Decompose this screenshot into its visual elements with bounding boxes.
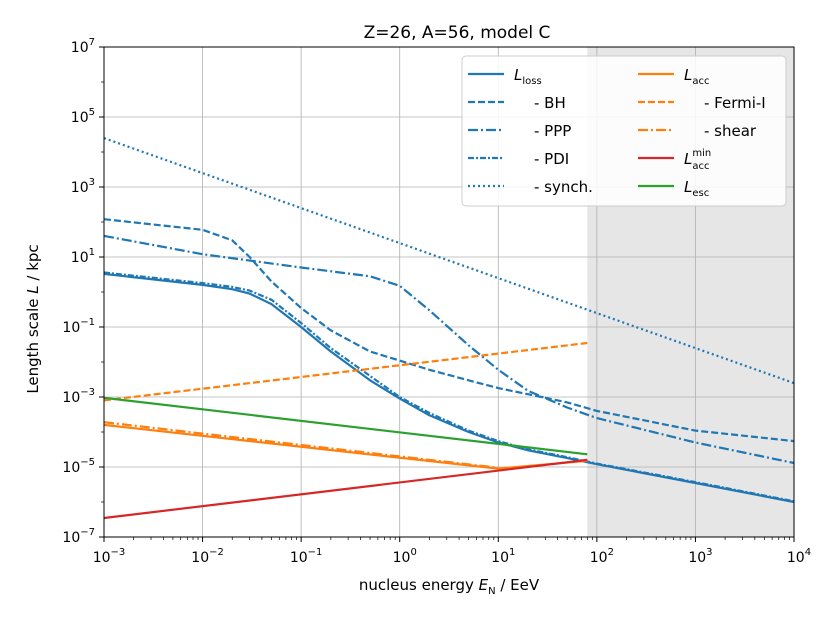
x-tick-label-exponent: 3: [706, 547, 712, 558]
x-tick-label: 104: [787, 547, 811, 566]
x-axis-label-var: E: [479, 576, 489, 594]
x-tick-label: 10−3: [93, 547, 126, 566]
x-tick-label: 10−2: [191, 547, 224, 566]
legend-label-sup: min: [692, 148, 711, 159]
y-tick-label-base: 10: [71, 250, 89, 266]
y-tick-label: 107: [71, 37, 95, 56]
y-axis-label: Length scale L / kpc: [24, 244, 42, 393]
x-axis-label-sub: N: [488, 586, 495, 597]
x-tick-label: 100: [393, 547, 417, 566]
legend-label-var: L: [684, 178, 692, 196]
x-tick-label-exponent: 1: [509, 547, 515, 558]
series-line-ppp: [103, 234, 795, 465]
legend-label-acc: Lacc: [684, 66, 709, 87]
y-tick-label-exponent: 5: [89, 107, 95, 118]
x-tick-label-exponent: 0: [410, 547, 416, 558]
legend-label-sub: loss: [522, 76, 541, 87]
y-tick-label: 10−1: [62, 317, 95, 336]
y-tick-label-exponent: 7: [89, 37, 95, 48]
legend-label-sub: acc: [692, 76, 709, 87]
y-tick-label-exponent: −7: [80, 527, 95, 538]
series-line-bh: [103, 218, 795, 443]
x-tick-label-exponent: −1: [308, 547, 323, 558]
series-line-esc: [103, 396, 588, 456]
x-tick-label: 101: [491, 547, 515, 566]
x-tick-label: 102: [590, 547, 614, 566]
x-tick-label-base: 10: [93, 550, 111, 566]
x-tick-label-base: 10: [688, 550, 706, 566]
legend-label-ppp: - PPP: [534, 122, 571, 140]
y-tick-label-base: 10: [71, 180, 89, 196]
legend-label-esc: Lesc: [684, 178, 709, 199]
y-tick-label-base: 10: [71, 40, 89, 56]
series-line-pdi: [103, 271, 795, 503]
legend-label-fermi: - Fermi-I: [704, 94, 766, 112]
x-axis-label: nucleus energy EN / EeV: [359, 576, 540, 597]
x-tick-label-base: 10: [290, 550, 308, 566]
legend-label-sub: esc: [692, 188, 709, 199]
x-axis-label-prefix: nucleus energy: [359, 576, 479, 594]
x-tick-label-exponent: 2: [608, 547, 614, 558]
legend-label-pdi: - PDI: [534, 150, 569, 168]
y-tick-label: 10−5: [62, 457, 95, 476]
x-tick-label: 10−1: [290, 547, 323, 566]
y-tick-label-base: 10: [62, 460, 80, 476]
legend-label-var: L: [684, 66, 692, 84]
chart-title: Z=26, A=56, model C: [364, 23, 551, 43]
x-tick-label-base: 10: [787, 550, 805, 566]
legend-label-synch: - synch.: [534, 178, 593, 196]
x-tick-label-base: 10: [590, 550, 608, 566]
x-tick-label-base: 10: [393, 550, 411, 566]
series-line-accmin: [103, 458, 588, 520]
y-tick-label: 101: [71, 247, 95, 266]
x-tick-label-exponent: −2: [209, 547, 224, 558]
y-tick-label-base: 10: [62, 320, 80, 336]
y-tick-label-base: 10: [71, 110, 89, 126]
y-tick-label-base: 10: [62, 530, 80, 546]
legend-box: [461, 55, 787, 207]
legend: Lloss - BH - PPP - PDI - synch. Lacc - Fermi-I…: [461, 55, 787, 207]
y-tick-label: 10−3: [62, 387, 95, 406]
y-tick-label: 103: [71, 177, 95, 196]
x-axis-label-suffix: / EeV: [496, 576, 540, 594]
y-axis-label-prefix: Length scale: [24, 294, 42, 394]
y-tick-label-exponent: −5: [80, 457, 95, 468]
y-tick-label: 10−7: [62, 527, 95, 546]
legend-label-shear: - shear: [704, 122, 757, 140]
legend-label-loss: Lloss: [514, 66, 542, 87]
legend-label-sub: acc: [692, 161, 709, 172]
series-line-synch: [103, 137, 795, 385]
legend-label-var: L: [684, 150, 692, 168]
legend-label-bh: - BH: [534, 94, 566, 112]
legend-label-accmin: Lmin acc: [684, 148, 711, 172]
y-axis-label-var: L: [24, 285, 42, 293]
x-tick-label-exponent: −3: [111, 547, 126, 558]
y-tick-label: 105: [71, 107, 95, 126]
y-axis-label-suffix: / kpc: [24, 244, 42, 285]
x-tick-label-base: 10: [191, 550, 209, 566]
x-tick-label-exponent: 4: [805, 547, 811, 558]
legend-label-var: L: [514, 66, 522, 84]
series-line-shear: [103, 421, 499, 469]
y-tick-label-exponent: 3: [89, 177, 95, 188]
series-layer: [103, 137, 795, 520]
x-tick-label: 103: [688, 547, 712, 566]
y-tick-label-exponent: −3: [80, 387, 95, 398]
tick-layer: 10−3 10−2 10−1 100 101 102 103 10410−710−510−31…: [62, 37, 811, 566]
y-tick-label-exponent: 1: [89, 247, 95, 258]
y-tick-label-base: 10: [62, 390, 80, 406]
y-tick-label-exponent: −1: [80, 317, 95, 328]
x-tick-label-base: 10: [491, 550, 509, 566]
series-line-fermi: [103, 341, 588, 402]
